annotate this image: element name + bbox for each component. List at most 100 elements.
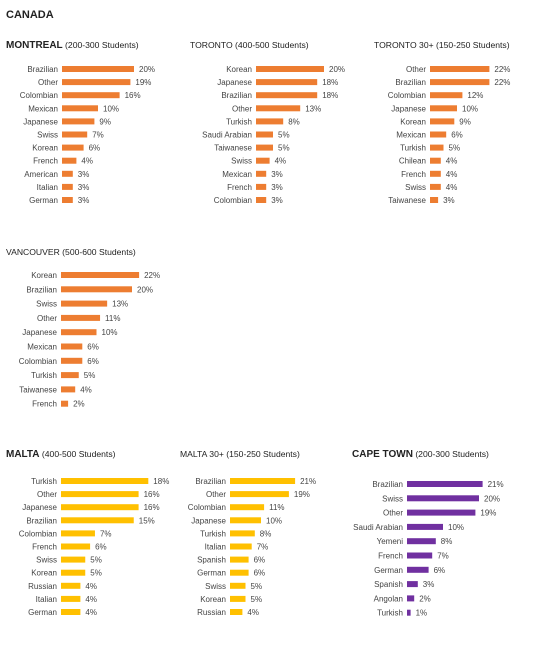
value-label-other: 16%: [144, 490, 160, 499]
category-label-swiss: Swiss: [231, 157, 252, 166]
category-label-colombian: Colombian: [19, 529, 57, 538]
value-label-turkish: 18%: [153, 477, 169, 486]
chart-plot: Brazilian 21% Other 19% Colombian 11% Japanese…: [188, 477, 316, 617]
bar-taiwanese: [256, 144, 273, 151]
value-label-other: 22%: [494, 65, 510, 74]
category-label-yemeni: Yemeni: [377, 537, 404, 546]
category-label-spanish: Spanish: [197, 556, 226, 565]
category-label-mexican: Mexican: [396, 131, 426, 140]
chart-plot: Turkish 18% Other 16% Japanese 16% Brazilian 15…: [19, 477, 170, 617]
value-label-colombian: 3%: [271, 196, 283, 205]
value-label-saudi-arabian: 10%: [448, 523, 464, 532]
category-label-korean: Korean: [31, 271, 57, 280]
value-label-taiwanese: 4%: [80, 385, 92, 394]
value-label-swiss: 5%: [90, 556, 102, 565]
value-label-angolan: 2%: [419, 594, 431, 603]
bar-other: [61, 314, 101, 321]
bar-chilean: [430, 157, 441, 164]
bar-swiss: [62, 131, 88, 138]
bar-taiwanese: [61, 386, 76, 393]
category-label-russian: Russian: [197, 608, 226, 617]
value-label-russian: 4%: [247, 608, 259, 617]
value-label-italian: 7%: [257, 543, 269, 552]
value-label-french: 6%: [95, 543, 107, 552]
chart-title: TORONTO (400-500 Students): [190, 40, 309, 51]
bar-french: [61, 400, 69, 407]
bar-mexican: [430, 131, 447, 138]
malta-30plus-chart: MALTA 30+ (150-250 Students) Brazilian 21…: [180, 449, 355, 629]
category-label-colombian: Colombian: [214, 196, 252, 205]
value-label-colombian: 6%: [87, 357, 99, 366]
bar-other: [61, 491, 139, 498]
category-label-turkish: Turkish: [377, 609, 403, 618]
value-label-swiss: 13%: [112, 300, 128, 309]
chart-title-rest: TORONTO (400-500 Students): [190, 40, 309, 50]
bar-korean: [256, 66, 324, 72]
bar-korean: [61, 569, 86, 576]
value-label-yemeni: 8%: [441, 537, 453, 546]
value-label-other: 19%: [480, 509, 496, 518]
chart-title: MALTA (400-500 Students): [6, 449, 115, 460]
bar-japanese: [430, 105, 457, 112]
bar-swiss: [430, 183, 441, 190]
toronto-30plus-chart: TORONTO 30+ (150-250 Students) Other 22% B…: [374, 40, 549, 215]
category-label-german: German: [197, 569, 226, 578]
category-label-taiwanese: Taiwanese: [19, 385, 57, 394]
bar-german: [407, 566, 429, 573]
bar-turkish: [230, 530, 255, 537]
bar-japanese: [62, 118, 95, 125]
bar-yemeni: [407, 538, 436, 545]
bar-french: [430, 170, 441, 177]
bar-colombian: [230, 504, 265, 511]
chart-title-rest: VANCOUVER (500-600 Students): [6, 247, 136, 257]
toronto-chart: TORONTO (400-500 Students) Korean 20% Japa…: [190, 40, 365, 215]
value-label-japanese: 18%: [322, 78, 338, 87]
value-label-other: 11%: [105, 314, 120, 323]
bar-other: [62, 79, 131, 86]
value-label-chilean: 4%: [446, 157, 458, 166]
value-label-russian: 4%: [85, 582, 97, 591]
value-label-spanish: 3%: [423, 580, 435, 589]
category-label-angolan: Angolan: [374, 594, 403, 603]
value-label-mexican: 3%: [271, 170, 283, 179]
value-label-turkish: 5%: [84, 371, 96, 380]
value-label-swiss: 4%: [446, 183, 458, 192]
bar-korean: [430, 118, 455, 125]
chart-title-rest: (400-500 Students): [39, 449, 116, 459]
chart-plot: Other 22% Brazilian 22% Colombian 12% Japanese…: [388, 65, 511, 205]
bar-french: [407, 552, 433, 559]
bar-colombian: [61, 357, 83, 364]
category-label-brazilian: Brazilian: [195, 477, 226, 486]
category-label-japanese: Japanese: [23, 117, 58, 126]
category-label-colombian: Colombian: [19, 357, 57, 366]
chart-title-bold: CAPE TOWN: [352, 449, 413, 460]
category-label-korean: Korean: [32, 144, 58, 153]
value-label-taiwanese: 5%: [278, 144, 290, 153]
value-label-japanese: 16%: [144, 503, 160, 512]
chart-title-bold: MONTREAL: [6, 40, 63, 51]
category-label-swiss: Swiss: [37, 131, 58, 140]
value-label-turkish: 8%: [260, 529, 272, 538]
bar-german: [230, 569, 249, 576]
bar-colombian: [256, 197, 267, 203]
chart-title-rest: (200-300 Students): [412, 449, 489, 459]
bar-brazilian: [61, 517, 134, 524]
bar-turkish: [61, 372, 79, 379]
chart-plot: Brazilian 20% Other 19% Colombian 16% Mexican 1…: [20, 65, 155, 205]
cape-town-chart: CAPE TOWN (200-300 Students) Brazilian 21…: [352, 449, 550, 629]
category-label-mexican: Mexican: [27, 343, 57, 352]
category-label-other: Other: [406, 65, 426, 74]
value-label-german: 6%: [254, 569, 266, 578]
category-label-colombian: Colombian: [188, 503, 226, 512]
bar-other: [256, 105, 301, 112]
category-label-german: German: [28, 608, 57, 617]
category-label-german: German: [29, 196, 58, 205]
category-label-saudi-arabian: Saudi Arabian: [202, 131, 252, 140]
bar-spanish: [407, 581, 418, 588]
bar-turkish: [430, 144, 444, 151]
category-label-korean: Korean: [31, 569, 57, 578]
value-label-colombian: 16%: [125, 91, 141, 100]
value-label-french: 7%: [437, 552, 449, 561]
value-label-mexican: 6%: [451, 131, 463, 140]
category-label-american: American: [24, 170, 58, 179]
